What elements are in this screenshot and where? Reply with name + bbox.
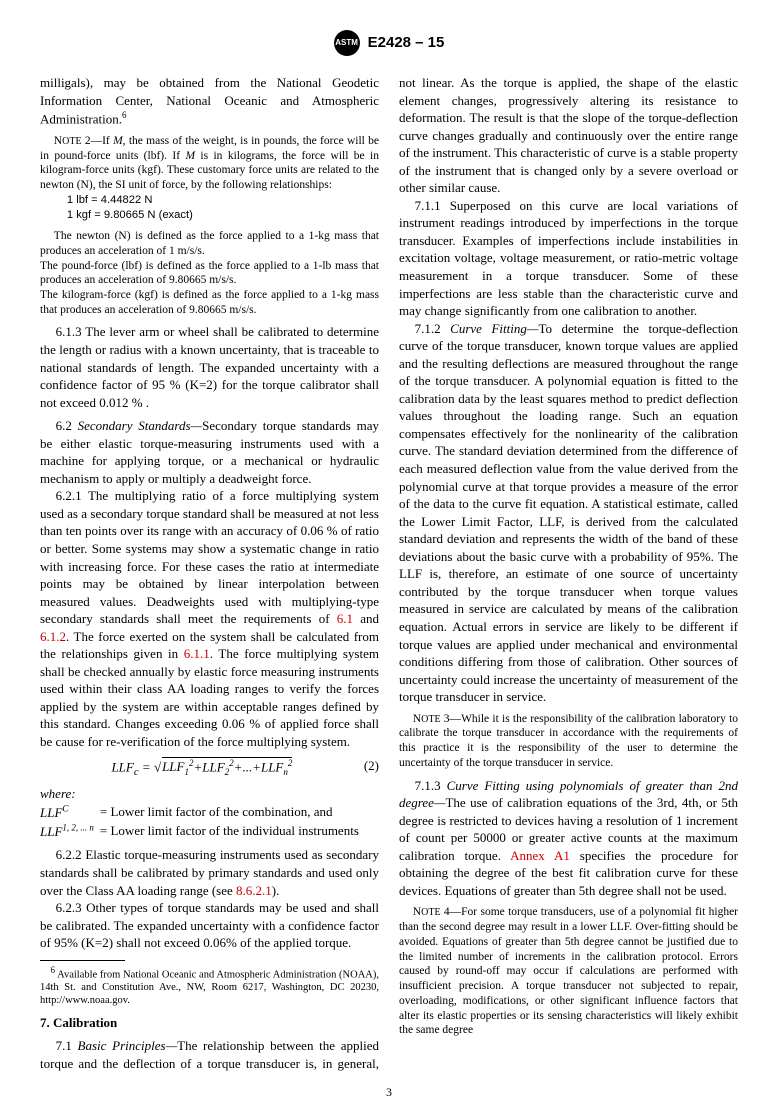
definition-list: LLFC= Lower limit factor of the combinat… xyxy=(40,803,379,841)
note-3: NOTE 3—While it is the responsibility of… xyxy=(399,712,738,771)
para-intro: milligals), may be obtained from the Nat… xyxy=(40,74,379,128)
link-8.6.2.1[interactable]: 8.6.2.1 xyxy=(236,883,272,898)
page-header: ASTM E2428 – 15 xyxy=(40,30,738,56)
para-7.1.2: 7.1.2 Curve Fitting—To determine the tor… xyxy=(399,320,738,706)
para-6.2: 6.2 Secondary Standards—Secondary torque… xyxy=(40,417,379,487)
footnote-separator xyxy=(40,960,125,961)
def-newton: The newton (N) is defined as the force a… xyxy=(40,229,379,258)
content-columns: milligals), may be obtained from the Nat… xyxy=(40,74,738,1072)
where-label: where: xyxy=(40,785,379,803)
link-6.1.2[interactable]: 6.1.2 xyxy=(40,629,66,644)
note-4: NOTE 4—For some torque transducers, use … xyxy=(399,905,738,1038)
link-6.1[interactable]: 6.1 xyxy=(337,611,353,626)
equation-2: LLFc = √LLF12+LLF22+...+LLFn2 (2) xyxy=(40,757,379,780)
link-annex-a1[interactable]: Annex A1 xyxy=(510,848,570,863)
para-6.1.3: 6.1.3 The lever arm or wheel shall be ca… xyxy=(40,323,379,411)
def-lbf: The pound-force (lbf) is defined as the … xyxy=(40,259,379,288)
page-number: 3 xyxy=(40,1084,738,1100)
standard-number: E2428 – 15 xyxy=(368,33,445,53)
note-2: NOTE 2—If M, the mass of the weight, is … xyxy=(40,134,379,193)
para-6.2.3: 6.2.3 Other types of torque standards ma… xyxy=(40,899,379,952)
para-6.2.1: 6.2.1 The multiplying ratio of a force m… xyxy=(40,487,379,750)
link-6.1.1[interactable]: 6.1.1 xyxy=(184,646,210,661)
para-7.1.1: 7.1.1 Superposed on this curve are local… xyxy=(399,197,738,320)
astm-logo-icon: ASTM xyxy=(334,30,360,56)
conversion-lbf: 1 lbf = 4.44822 N xyxy=(67,193,379,208)
def-kgf: The kilogram-force (kgf) is defined as t… xyxy=(40,288,379,317)
conversion-kgf: 1 kgf = 9.80665 N (exact) xyxy=(67,208,379,223)
footnote-ref-6: 6 xyxy=(122,110,127,120)
section-7-title: 7. Calibration xyxy=(40,1014,379,1032)
equation-number: (2) xyxy=(364,757,379,775)
footnote-6: 6 Available from National Oceanic and At… xyxy=(40,965,379,1008)
para-7.1.3: 7.1.3 Curve Fitting using polynomials of… xyxy=(399,777,738,900)
para-6.2.2: 6.2.2 Elastic torque-measuring instrumen… xyxy=(40,846,379,899)
